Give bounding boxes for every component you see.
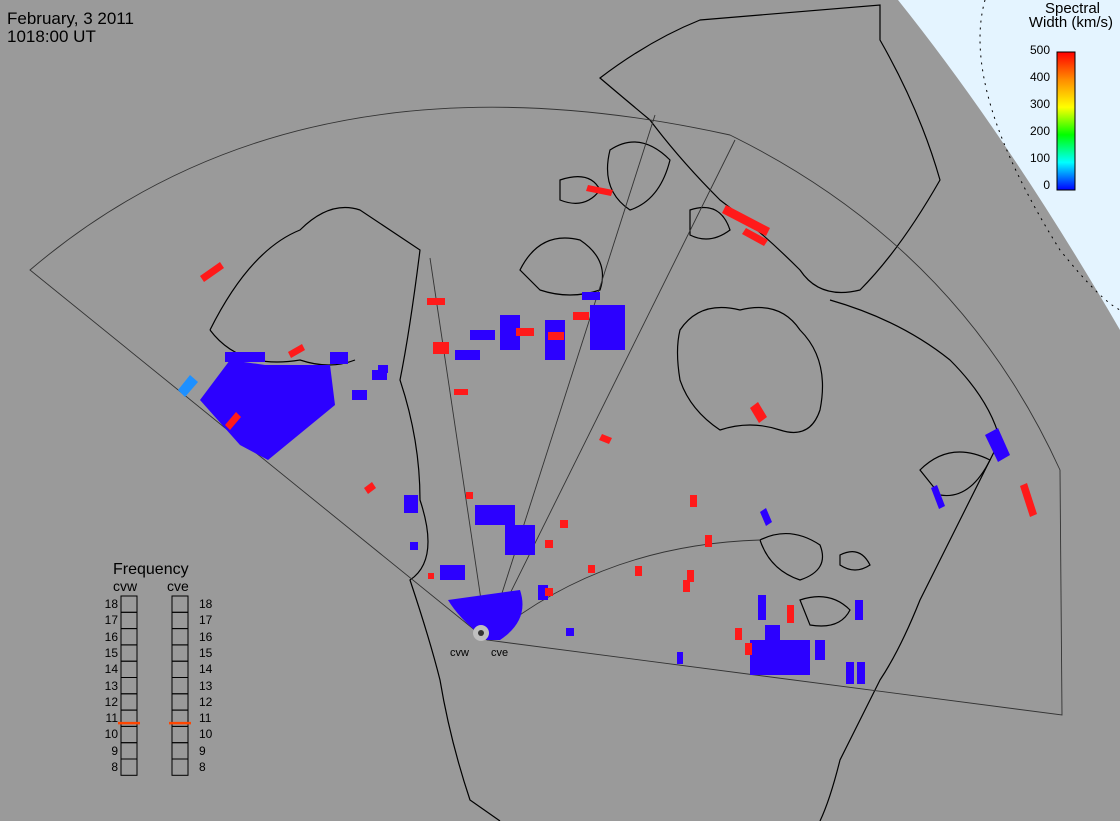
echoes-low-width <box>200 292 1010 684</box>
frequency-tick-left: 8 <box>111 760 118 774</box>
site-label-cve: cve <box>491 647 509 659</box>
frequency-tick-left: 14 <box>104 662 118 677</box>
frequency-cell <box>171 595 189 613</box>
frequency-title: Frequency <box>113 561 189 578</box>
frequency-tick-right: 16 <box>199 629 213 644</box>
frequency-tick-right: 8 <box>199 760 206 774</box>
frequency-cell <box>120 693 138 711</box>
date-label: February, 3 2011 <box>7 9 134 28</box>
frequency-tick-right: 10 <box>199 727 213 742</box>
frequency-tick-right: 15 <box>199 645 213 660</box>
colorbar-tick-label: 300 <box>1029 97 1050 111</box>
frequency-cell <box>171 725 189 744</box>
frequency-tick-left: 18 <box>104 597 118 611</box>
colorbar-tick-label: 400 <box>1029 70 1050 84</box>
frequency-cell <box>171 758 189 776</box>
site-label-cvw: cvw <box>450 647 469 659</box>
frequency-boxes <box>118 595 191 776</box>
frequency-cell <box>120 677 138 695</box>
frequency-tick-right: 14 <box>199 662 213 677</box>
time-label: 1018:00 UT <box>7 27 96 46</box>
frequency-tick-left: 17 <box>104 613 118 628</box>
frequency-radar-cvw: cvw <box>113 578 138 594</box>
frequency-tick-left: 9 <box>111 743 118 758</box>
colorbar-title-line2: Width (km/s) <box>1028 14 1113 31</box>
colorbar <box>1056 51 1076 191</box>
frequency-cell <box>120 742 138 760</box>
frequency-tick-left: 13 <box>104 678 118 693</box>
echoes-high-width <box>200 185 1037 655</box>
colorbar-tick-label: 200 <box>1029 124 1050 138</box>
echoes-mid-width <box>178 375 198 397</box>
frequency-tick-right: 17 <box>199 613 213 628</box>
frequency-tick-left: 10 <box>104 727 118 742</box>
frequency-cell <box>171 611 189 630</box>
colorbar-tick-label: 0 <box>1043 178 1050 192</box>
frequency-tick-left: 12 <box>104 694 118 709</box>
coastlines <box>209 4 1001 821</box>
frequency-tick-right: 11 <box>199 711 212 726</box>
frequency-cell <box>120 644 138 662</box>
frequency-cell <box>171 644 189 662</box>
frequency-cell <box>120 758 138 776</box>
frequency-cell <box>120 611 138 630</box>
frequency-cell <box>171 660 189 679</box>
frequency-tick-right: 18 <box>199 597 213 611</box>
frequency-tick-left: 11 <box>105 711 118 726</box>
frequency-tick-right: 12 <box>199 694 213 709</box>
frequency-cell <box>120 725 138 744</box>
colorbar-title-line1: Spectral <box>1044 0 1100 17</box>
daylight-region <box>898 0 1120 330</box>
colorbar-tick-label: 100 <box>1029 151 1050 165</box>
fov-outlines <box>29 106 1063 716</box>
frequency-cell <box>120 628 138 646</box>
colorbar-tick-label: 500 <box>1029 43 1050 57</box>
frequency-tick-left: 16 <box>104 629 118 644</box>
frequency-tick-right: 9 <box>199 743 206 758</box>
frequency-cell <box>120 595 138 613</box>
frequency-cell <box>171 677 189 695</box>
frequency-tick-right: 13 <box>199 678 213 693</box>
frequency-radar-cve: cve <box>167 578 189 594</box>
frequency-tick-left: 15 <box>104 645 118 660</box>
frequency-cell <box>171 742 189 760</box>
frequency-cell <box>120 660 138 679</box>
frequency-cell <box>171 693 189 711</box>
frequency-cell <box>171 628 189 646</box>
radar-site-marker <box>473 625 489 641</box>
